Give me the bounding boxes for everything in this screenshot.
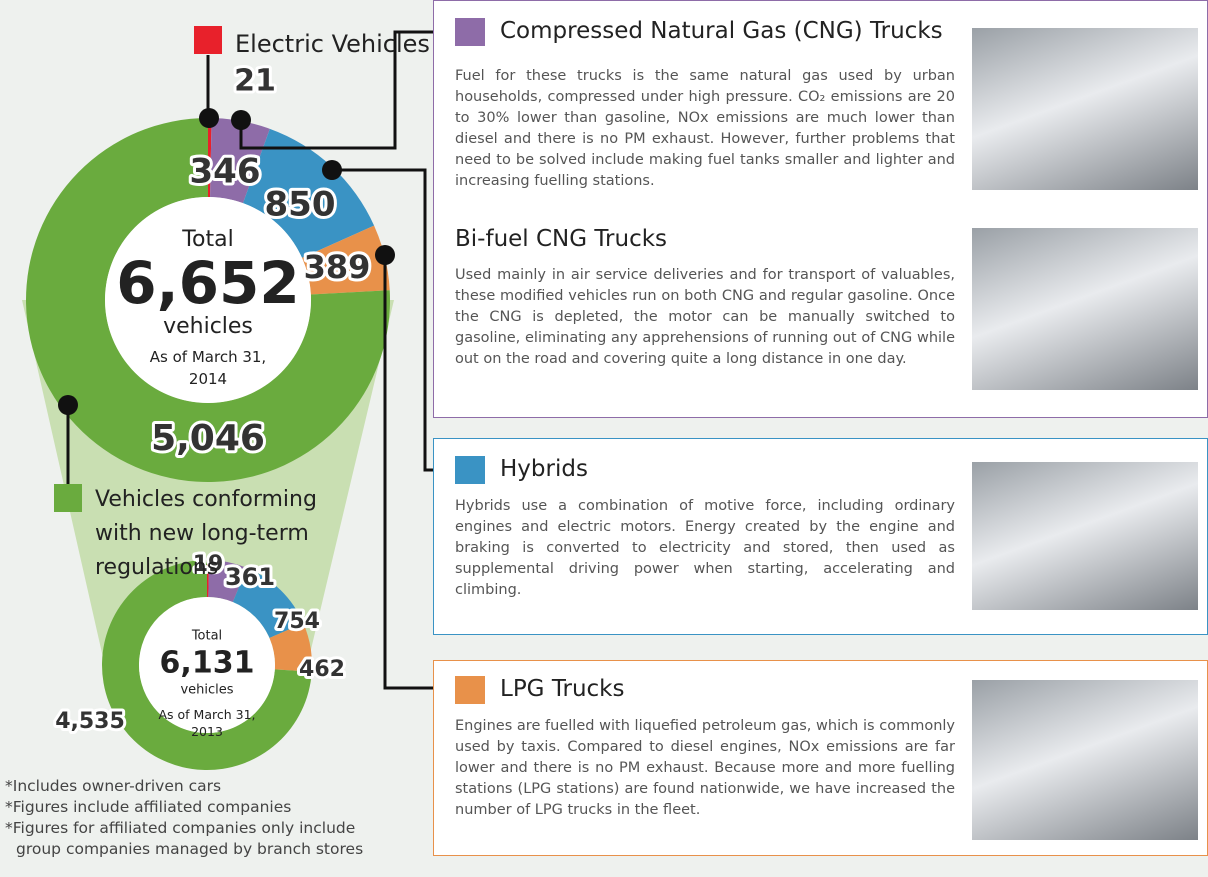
value-label: 462 [299,657,345,682]
value-label: 5,046 [151,418,265,459]
value-label: 346 [190,152,261,192]
truck-photo [972,228,1198,390]
panel-body: Used mainly in air service deliveries an… [455,265,955,370]
legend-label: Vehicles conforming with new long-term r… [95,483,355,585]
value-label: 4,535 [55,709,125,734]
note: *Figures for affiliated companies only i… [5,818,405,860]
center-unit: vehicles [180,683,233,698]
legend-swatch [455,676,485,704]
truck-photo [972,28,1198,190]
panel-title: LPG Trucks [500,676,624,702]
value-label: 850 [265,185,336,225]
center-date: As of March 31, 2014 [148,346,268,390]
truck-photo [972,462,1198,610]
page: 213468503895,046Total6,652vehicles 19361… [0,0,1208,877]
center-date: As of March 31, 2013 [157,706,257,740]
panel-title: Hybrids [500,456,588,482]
center-total: 6,131 [160,646,255,681]
truck-photo [972,680,1198,840]
center-label: Total [191,629,222,644]
legend-swatch [194,26,222,54]
panel-body: Hybrids use a combination of motive forc… [455,496,955,601]
panel-title: Bi-fuel CNG Trucks [455,226,667,252]
legend-swatch [455,18,485,46]
value-label: 754 [274,609,320,634]
legend-label: Electric Vehicles [235,30,430,58]
panel-title: Compressed Natural Gas (CNG) Trucks [500,18,943,44]
note: *Includes owner-driven cars [5,776,405,797]
notes: *Includes owner-driven cars *Figures inc… [5,776,405,860]
value-label: 389 [304,248,371,286]
center-total: 6,652 [116,249,299,317]
note: *Figures include affiliated companies [5,797,405,818]
panel-body: Engines are fuelled with liquefied petro… [455,716,955,821]
legend-swatch [54,484,82,512]
value-label: 21 [234,64,276,99]
center-unit: vehicles [163,314,253,339]
legend-swatch [455,456,485,484]
panel-body: Fuel for these trucks is the same natura… [455,66,955,192]
